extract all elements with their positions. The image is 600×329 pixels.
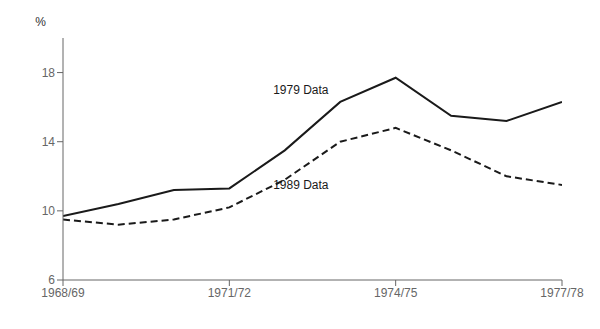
svg-text:1971/72: 1971/72 [208,286,252,300]
svg-text:1968/69: 1968/69 [41,286,85,300]
svg-text:1979 Data: 1979 Data [273,83,329,97]
svg-text:6: 6 [48,273,55,287]
svg-text:1977/78: 1977/78 [540,286,584,300]
svg-text:1989 Data: 1989 Data [273,178,329,192]
svg-text:14: 14 [42,135,56,149]
svg-text:10: 10 [42,204,56,218]
svg-text:1974/75: 1974/75 [374,286,418,300]
svg-text:%: % [35,15,46,29]
svg-text:18: 18 [42,66,56,80]
